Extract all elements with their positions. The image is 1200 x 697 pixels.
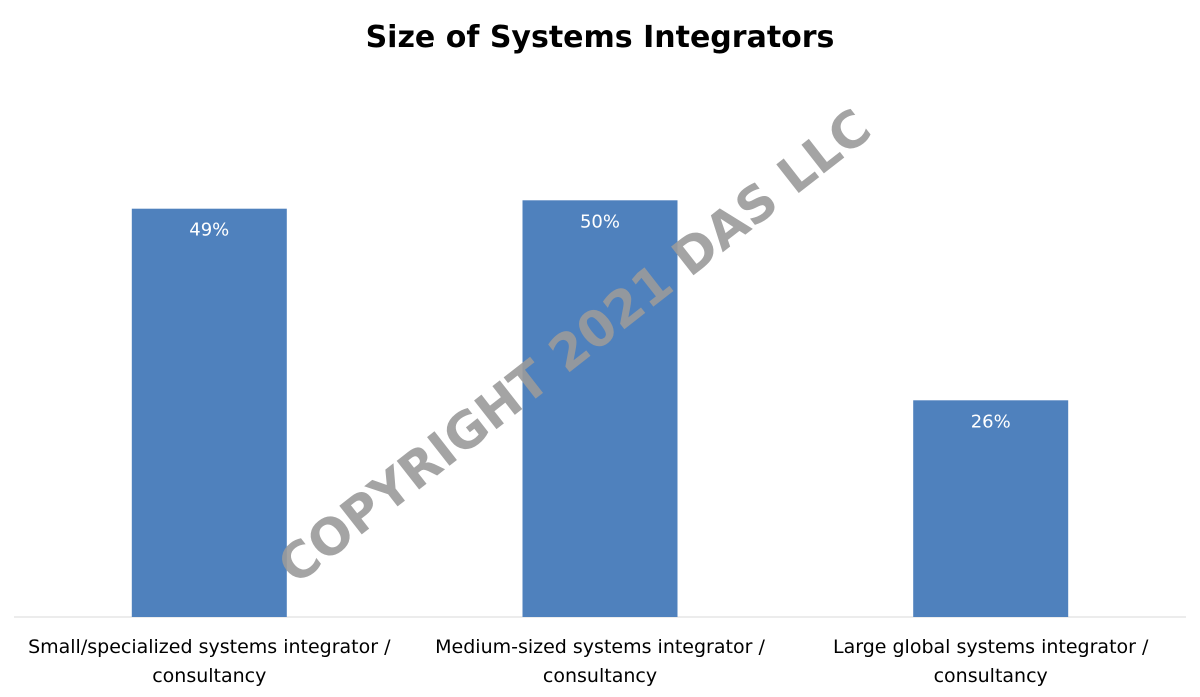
category-label-2: Medium-sized systems integrator / consult…	[435, 636, 765, 687]
category-label-1-line-1: Small/specialized systems integrator /	[28, 636, 391, 658]
category-label-3-line-1: Large global systems integrator /	[833, 636, 1149, 658]
chart-title: Size of Systems Integrators	[366, 20, 835, 55]
category-label-1-line-2: consultancy	[152, 665, 266, 687]
bar-1	[131, 208, 287, 617]
category-label-2-line-2: consultancy	[543, 665, 657, 687]
category-label-3-line-2: consultancy	[934, 665, 1048, 687]
bar-2	[522, 200, 678, 618]
bar-value-label-1: 49%	[189, 220, 229, 241]
bars-layer: 49% 50% 26%	[131, 200, 1069, 618]
bar-value-label-3: 26%	[971, 411, 1011, 432]
category-label-1: Small/specialized systems integrator / co…	[28, 636, 391, 687]
category-label-3: Large global systems integrator / consult…	[833, 636, 1149, 687]
bar-value-label-2: 50%	[580, 211, 620, 232]
category-label-2-line-1: Medium-sized systems integrator /	[435, 636, 765, 658]
bar-3	[913, 400, 1069, 617]
category-labels-layer: Small/specialized systems integrator / co…	[28, 636, 1149, 687]
